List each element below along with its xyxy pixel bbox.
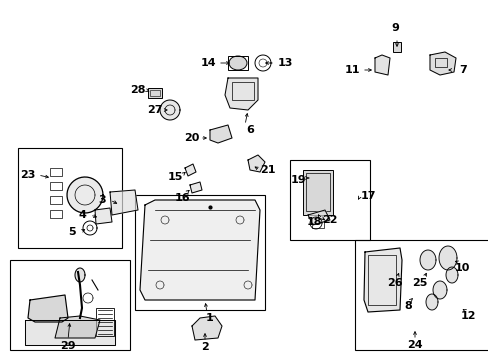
Bar — [367, 255, 395, 305]
Bar — [227, 56, 247, 70]
Text: 20: 20 — [184, 133, 199, 143]
Text: 29: 29 — [60, 341, 76, 351]
Text: 22: 22 — [322, 215, 337, 225]
Polygon shape — [190, 182, 202, 193]
Polygon shape — [307, 210, 329, 225]
Polygon shape — [363, 248, 401, 312]
Polygon shape — [432, 281, 446, 299]
Polygon shape — [438, 246, 456, 270]
Polygon shape — [140, 200, 260, 300]
Polygon shape — [67, 177, 103, 213]
Text: 5: 5 — [68, 227, 76, 237]
Text: 8: 8 — [403, 301, 411, 311]
Bar — [305, 173, 329, 211]
Bar — [354, 240, 488, 350]
Polygon shape — [160, 100, 180, 120]
Bar — [10, 260, 130, 350]
Text: 6: 6 — [245, 125, 253, 135]
Text: 28: 28 — [130, 85, 145, 95]
Text: 13: 13 — [277, 58, 292, 68]
Text: 16: 16 — [175, 193, 190, 203]
Polygon shape — [25, 320, 115, 345]
Polygon shape — [224, 78, 258, 110]
Text: 19: 19 — [289, 175, 305, 185]
Polygon shape — [429, 52, 455, 75]
Bar — [311, 218, 324, 228]
Text: 15: 15 — [167, 172, 183, 182]
Polygon shape — [192, 316, 222, 340]
Text: 24: 24 — [407, 340, 422, 350]
Polygon shape — [95, 208, 112, 224]
Ellipse shape — [228, 56, 246, 70]
Polygon shape — [247, 155, 264, 172]
Bar — [392, 42, 400, 52]
Polygon shape — [374, 55, 389, 75]
Text: 3: 3 — [98, 195, 105, 205]
Bar — [148, 88, 162, 98]
Bar — [96, 308, 114, 336]
Text: 26: 26 — [386, 278, 402, 288]
Bar — [50, 196, 62, 204]
Text: 23: 23 — [20, 170, 36, 180]
Text: 10: 10 — [453, 263, 469, 273]
Polygon shape — [419, 250, 435, 270]
Text: 21: 21 — [260, 165, 275, 175]
Bar — [434, 58, 446, 67]
Bar — [150, 90, 160, 96]
Polygon shape — [55, 316, 100, 338]
Polygon shape — [110, 190, 138, 215]
Polygon shape — [75, 268, 85, 282]
Text: 18: 18 — [305, 217, 321, 227]
Text: 27: 27 — [147, 105, 163, 115]
Text: 4: 4 — [78, 210, 86, 220]
Polygon shape — [28, 295, 68, 322]
Polygon shape — [445, 267, 457, 283]
Text: 7: 7 — [458, 65, 466, 75]
Polygon shape — [209, 125, 231, 143]
Text: 25: 25 — [411, 278, 427, 288]
Bar — [50, 210, 62, 218]
Text: 14: 14 — [200, 58, 215, 68]
Bar — [18, 148, 122, 248]
Text: 9: 9 — [390, 23, 398, 33]
Bar — [50, 182, 62, 190]
Text: 1: 1 — [206, 313, 213, 323]
Text: 2: 2 — [201, 342, 208, 352]
Bar — [303, 170, 332, 215]
Text: 11: 11 — [344, 65, 359, 75]
Polygon shape — [184, 164, 196, 176]
Bar — [289, 160, 369, 240]
Bar — [135, 195, 264, 310]
Bar — [50, 168, 62, 176]
Text: 12: 12 — [459, 311, 475, 321]
Text: 17: 17 — [360, 191, 375, 201]
Polygon shape — [425, 294, 437, 310]
Bar — [231, 82, 253, 100]
